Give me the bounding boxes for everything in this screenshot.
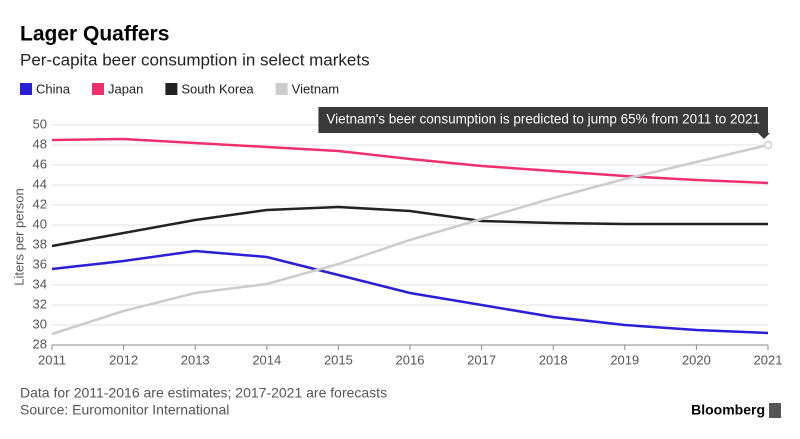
chart-subtitle: Per-capita beer consumption in select ma… <box>20 50 370 69</box>
legend-swatch <box>165 83 178 95</box>
y-tick-label: 30 <box>33 316 47 331</box>
x-tick-label: 2017 <box>467 352 496 367</box>
series-line <box>51 249 769 335</box>
y-tick-label: 50 <box>33 116 47 131</box>
annotation: Vietnam's beer consumption is predicted … <box>318 107 770 139</box>
y-tick-label: 40 <box>33 216 47 231</box>
brand: Bloomberg <box>691 402 765 418</box>
series-line <box>51 137 769 185</box>
legend-label: South Korea <box>181 81 254 96</box>
chart-title: Lager Quaffers <box>20 23 169 46</box>
x-tick-label: 2019 <box>610 352 639 367</box>
x-tick-label: 2021 <box>754 352 783 367</box>
legend-label: Japan <box>108 81 143 96</box>
y-tick-label: 36 <box>33 256 47 271</box>
y-tick-label: 42 <box>33 196 47 211</box>
x-tick-label: 2011 <box>38 352 66 367</box>
annotation-point <box>763 140 773 150</box>
annotation-text: Vietnam's beer consumption is predicted … <box>326 112 760 127</box>
x-tick-label: 2018 <box>539 352 568 367</box>
legend-swatch <box>91 83 104 95</box>
legend-swatch <box>275 83 288 95</box>
x-tick-label: 2013 <box>181 352 210 367</box>
source: Source: Euromonitor International <box>20 402 229 418</box>
x-tick-label: 2014 <box>252 352 281 367</box>
y-tick-label: 38 <box>33 236 47 251</box>
footnote: Data for 2011-2016 are estimates; 2017-2… <box>20 385 387 401</box>
y-tick-label: 44 <box>33 176 47 191</box>
y-tick-label: 32 <box>33 296 47 311</box>
x-tick-label: 2015 <box>324 352 353 367</box>
y-tick-label: 34 <box>33 276 47 291</box>
y-tick-label: 46 <box>33 156 47 171</box>
legend-label: Vietnam <box>292 81 339 96</box>
x-tick-label: 2012 <box>109 352 138 367</box>
brand-icon <box>769 403 781 418</box>
y-tick-label: 28 <box>33 336 47 351</box>
y-tick-label: 48 <box>33 136 47 151</box>
annotation-box <box>318 107 768 133</box>
annotation-pointer <box>758 133 770 139</box>
series-line <box>51 143 769 336</box>
y-axis-label: Liters per person <box>11 188 26 286</box>
legend-label: China <box>36 81 71 96</box>
legend-swatch <box>20 83 32 95</box>
x-tick-label: 2016 <box>396 352 425 367</box>
series-line <box>51 205 768 248</box>
x-tick-label: 2020 <box>682 352 711 367</box>
